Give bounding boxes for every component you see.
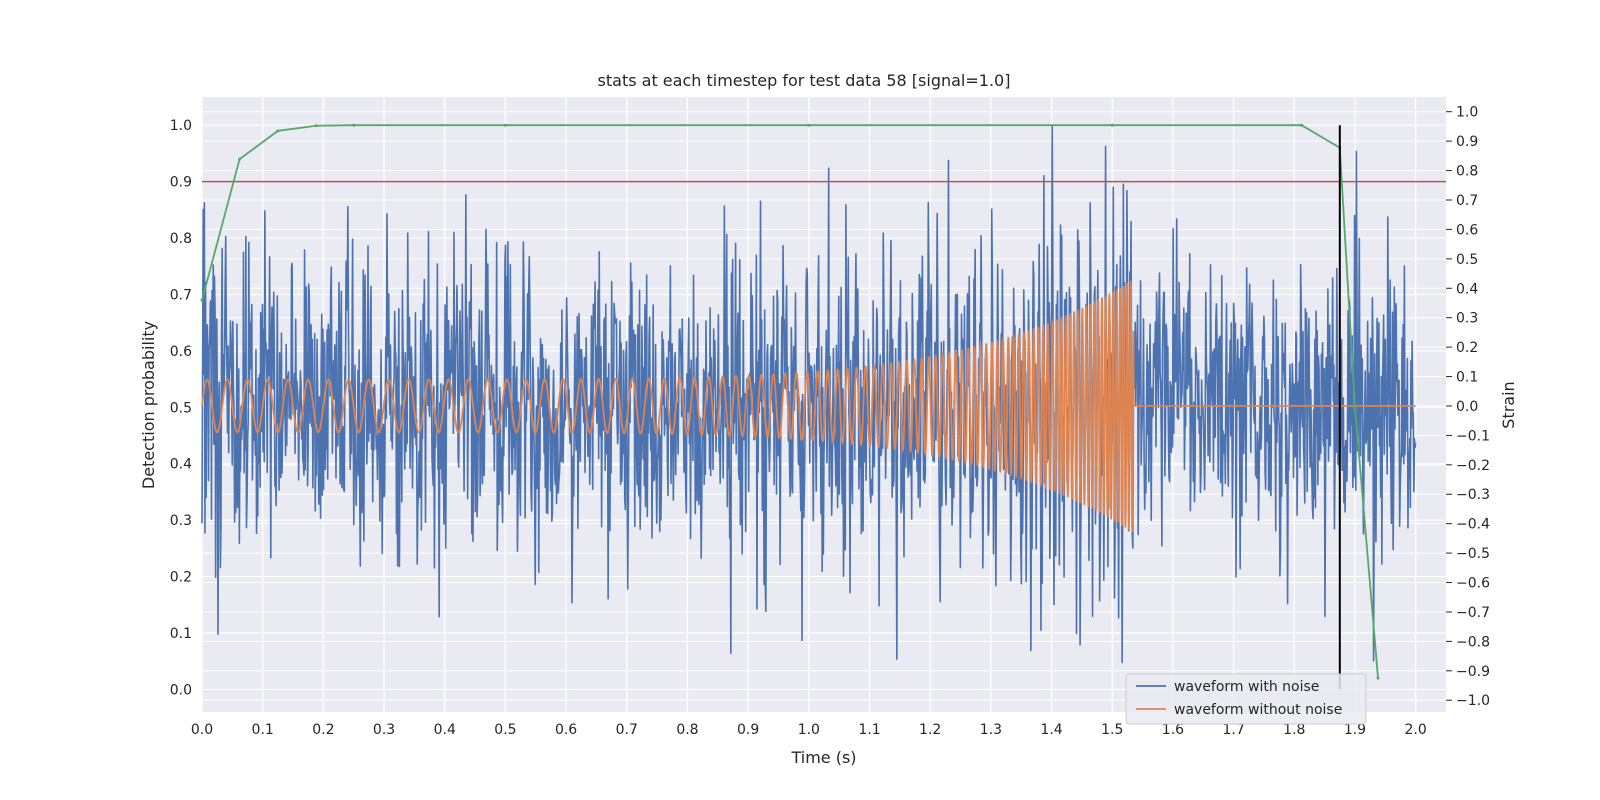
x-tick-label: 0.0 <box>191 722 213 738</box>
x-tick-label: 1.9 <box>1344 722 1366 738</box>
x-tick-label: 1.1 <box>858 722 880 738</box>
legend-label-clean: waveform without noise <box>1174 702 1342 718</box>
x-tick-label: 0.4 <box>434 722 456 738</box>
detection-probability-point <box>503 123 507 127</box>
series-waveform-without-noise <box>201 280 1417 533</box>
y2-tick-label: 0.8 <box>1456 164 1478 180</box>
x-tick-label: 0.7 <box>616 722 638 738</box>
detection-probability-point <box>1300 123 1304 127</box>
x-axis-title: Time (s) <box>790 748 856 767</box>
detection-probability-point <box>1376 676 1380 680</box>
y-tick-label: 0.4 <box>170 457 192 473</box>
x-tick-label: 1.2 <box>919 722 941 738</box>
y2-tick-label: 1.0 <box>1456 105 1478 121</box>
detection-probability-point <box>276 129 280 133</box>
x-axis-ticks: 0.0 0.1 0.2 0.3 0.4 0.5 0.6 0.7 0.8 0.9 1.0 1.1 1.2 1… <box>191 722 1427 738</box>
y-tick-label: 0.5 <box>170 400 192 416</box>
y2-tick-label: 0.6 <box>1456 222 1478 238</box>
y2-tick-label: 0.7 <box>1456 193 1478 209</box>
y2-tick-label: −0.7 <box>1456 605 1490 621</box>
y2-tick-label: 0.0 <box>1456 399 1478 415</box>
legend-box <box>1125 673 1367 725</box>
y-tick-label: 0.3 <box>170 513 192 529</box>
y2-axis-ticks: −1.0 −0.9 −0.8 −0.7 −0.6 −0.5 −0.4 −0.3 −0.2 −0.1… <box>1446 105 1490 709</box>
x-tick-label: 1.3 <box>980 722 1002 738</box>
y-tick-label: 0.9 <box>170 175 192 191</box>
y2-tick-label: −0.9 <box>1456 664 1490 680</box>
detection-probability-point <box>352 123 356 127</box>
y2-tick-label: −0.1 <box>1456 428 1490 444</box>
detection-probability-point <box>200 298 204 302</box>
y-tick-label: 0.1 <box>170 626 192 642</box>
y-tick-label: 0.7 <box>170 287 192 303</box>
x-tick-label: 0.3 <box>373 722 395 738</box>
y2-tick-label: −0.8 <box>1456 634 1490 650</box>
y2-tick-label: 0.1 <box>1456 370 1478 386</box>
y2-tick-label: −0.3 <box>1456 487 1490 503</box>
y-tick-label: 0.8 <box>170 231 192 247</box>
y-tick-label: 1.0 <box>170 118 192 134</box>
legend: waveform with noise waveform without noi… <box>1125 673 1367 725</box>
y-axis-title: Detection probability <box>139 321 158 489</box>
y-tick-label: 0.0 <box>170 682 192 698</box>
x-tick-label: 0.9 <box>737 722 759 738</box>
x-tick-label: 0.1 <box>252 722 274 738</box>
detection-probability-line <box>201 124 1379 679</box>
detection-probability-point <box>314 124 318 128</box>
x-tick-label: 1.7 <box>1222 722 1244 738</box>
x-tick-label: 1.0 <box>798 722 820 738</box>
detection-probability-point <box>1110 123 1114 127</box>
y2-axis-title: Strain <box>1499 381 1518 428</box>
x-tick-label: 0.8 <box>676 722 698 738</box>
series-layer <box>200 123 1446 690</box>
x-tick-label: 0.2 <box>312 722 334 738</box>
x-tick-label: 1.4 <box>1040 722 1062 738</box>
y2-tick-label: −0.6 <box>1456 576 1490 592</box>
x-tick-label: 0.6 <box>555 722 577 738</box>
y2-tick-label: −0.4 <box>1456 517 1490 533</box>
y2-tick-label: 0.9 <box>1456 134 1478 150</box>
y2-tick-label: −0.2 <box>1456 458 1490 474</box>
y2-tick-label: −0.5 <box>1456 546 1490 562</box>
x-tick-label: 2.0 <box>1405 722 1427 738</box>
chart-title: stats at each timestep for test data 58 … <box>598 71 1011 90</box>
y-tick-label: 0.6 <box>170 344 192 360</box>
y2-tick-label: 0.4 <box>1456 281 1478 297</box>
detection-probability-point <box>1353 405 1357 409</box>
x-tick-label: 1.6 <box>1162 722 1184 738</box>
y-axis-ticks: 0.0 0.1 0.2 0.3 0.4 0.5 0.6 0.7 0.8 0.9 1.0 <box>170 118 192 698</box>
y2-tick-label: 0.5 <box>1456 252 1478 268</box>
y2-tick-label: −1.0 <box>1456 693 1490 709</box>
detection-probability-point <box>238 157 242 161</box>
x-tick-label: 1.8 <box>1283 722 1305 738</box>
y2-tick-label: 0.3 <box>1456 311 1478 327</box>
legend-label-noise: waveform with noise <box>1174 679 1319 695</box>
x-tick-label: 0.5 <box>494 722 516 738</box>
x-tick-label: 1.5 <box>1101 722 1123 738</box>
y2-tick-label: 0.2 <box>1456 340 1478 356</box>
y-tick-label: 0.2 <box>170 570 192 586</box>
detection-probability-point <box>807 123 811 127</box>
